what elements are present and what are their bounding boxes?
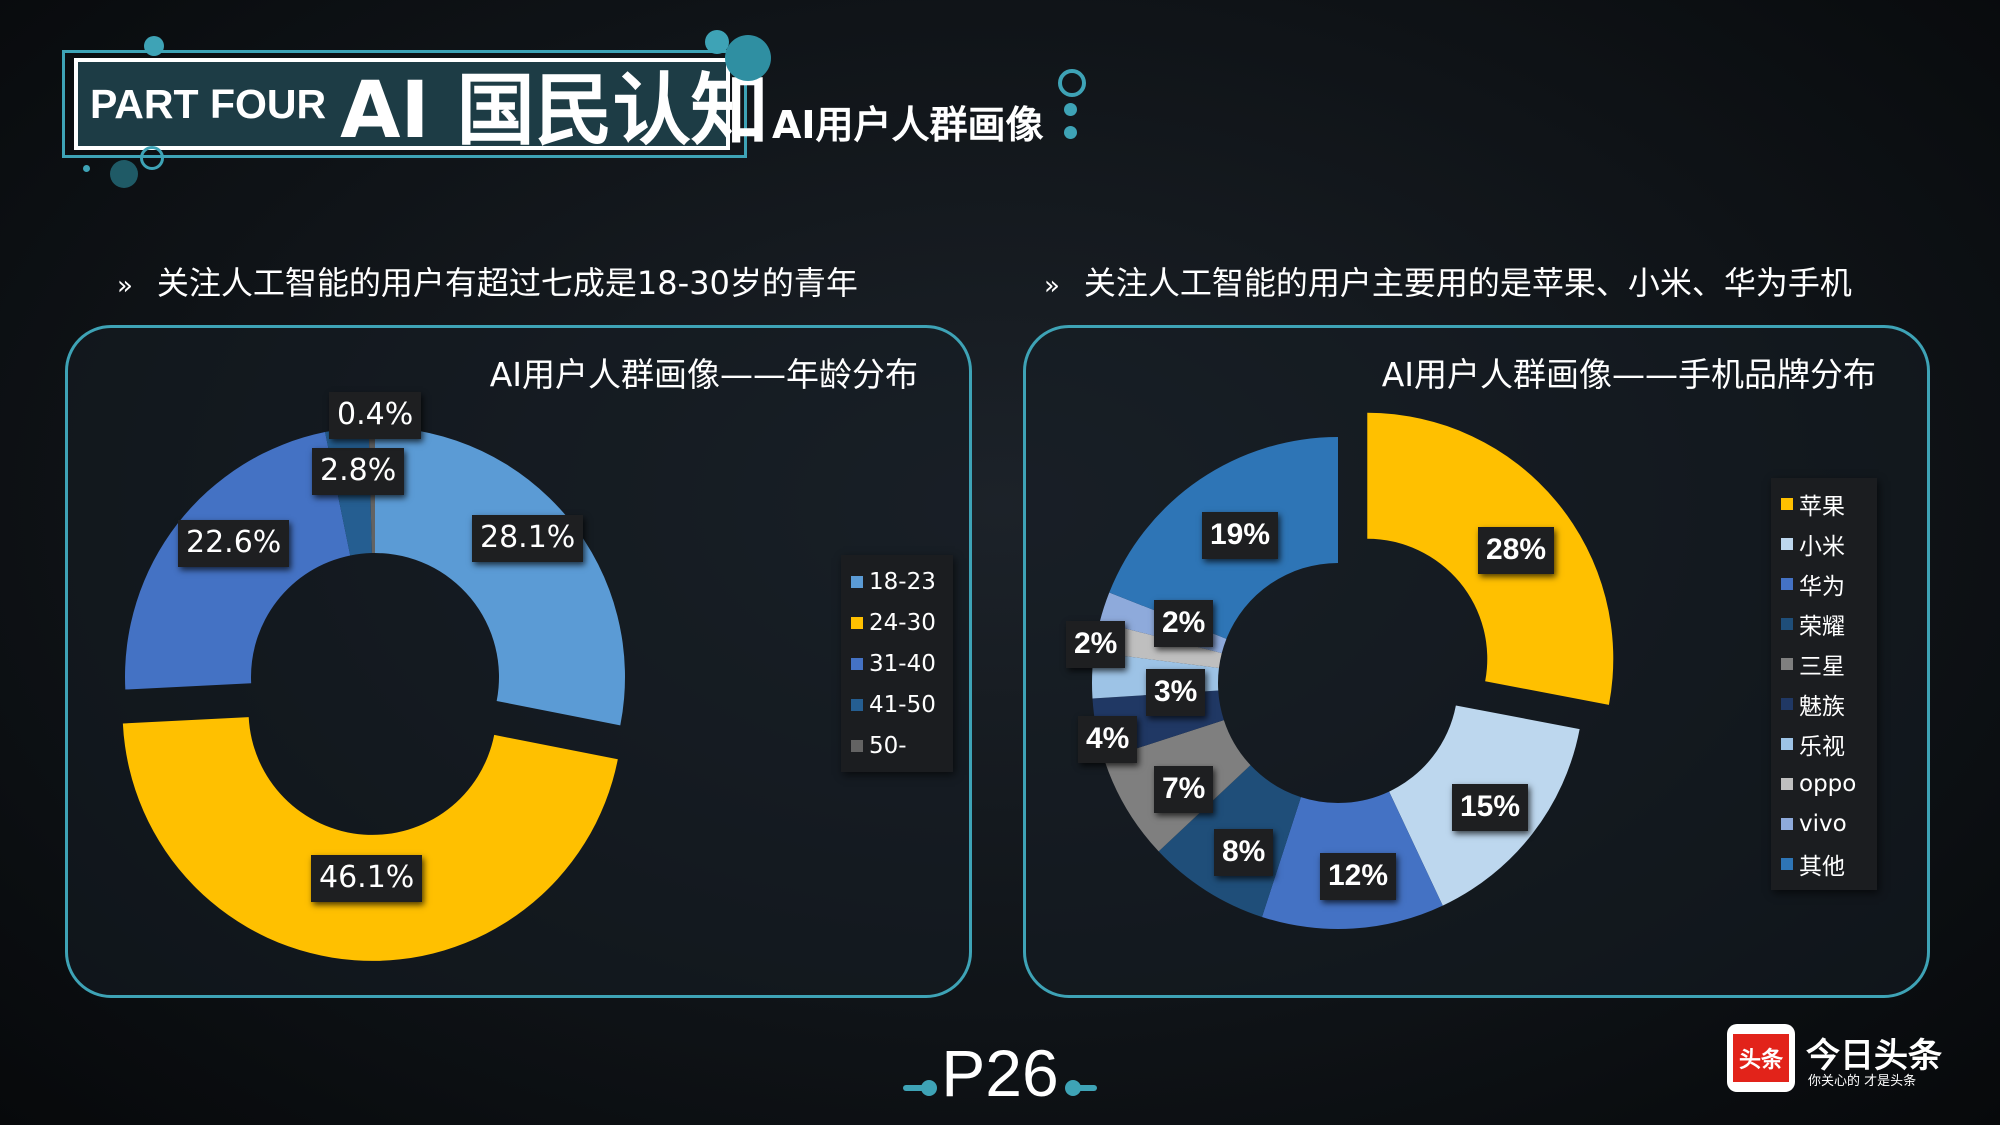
deco-dot (725, 35, 771, 81)
deco-dot (1058, 69, 1086, 97)
legend-swatch (1781, 818, 1793, 830)
brand-data-label-apple: 28% (1478, 527, 1555, 574)
legend-label: 18-23 (869, 568, 936, 595)
legend-label: 41-50 (869, 691, 936, 718)
legend-label: 50- (869, 732, 907, 759)
brand-data-label-other: 19% (1202, 512, 1279, 559)
brand-data-label-letv: 3% (1146, 669, 1206, 716)
age-data-label-31-40: 22.6% (178, 520, 290, 567)
page-number-line-right (1073, 1085, 1097, 1091)
page-number-dot-left (921, 1080, 937, 1096)
legend-label: 24-30 (869, 609, 936, 636)
legend-item: vivo (1781, 804, 1867, 844)
deco-dot (83, 165, 90, 172)
age-chart-title: AI用户人群画像——年龄分布 (489, 355, 918, 394)
legend-item: 50- (851, 725, 943, 766)
legend-swatch (1781, 658, 1793, 670)
age-data-label-18-23: 28.1% (472, 515, 584, 562)
deco-dot (705, 30, 729, 54)
legend-swatch (1781, 578, 1793, 590)
legend-item: 24-30 (851, 602, 943, 643)
age-data-label-24-30: 46.1% (311, 855, 423, 902)
legend-label: 三星 (1799, 654, 1845, 680)
legend-swatch (851, 739, 863, 752)
logo-mark: 头条 (1733, 1034, 1789, 1082)
brand-legend: 苹果 小米 华为 荣耀 三星 魅族 乐视 oppo vivo 其他 (1771, 478, 1877, 890)
legend-label: 苹果 (1799, 494, 1845, 520)
age-legend: 18-23 24-30 31-40 41-50 50- (841, 555, 953, 772)
legend-label: vivo (1799, 811, 1847, 837)
legend-item: 小米 (1781, 524, 1867, 564)
toutiao-logo-icon: 头条 (1727, 1024, 1795, 1092)
brand-data-label-meizu: 4% (1078, 716, 1138, 763)
legend-item: 苹果 (1781, 484, 1867, 524)
brand-data-label-huawei: 12% (1320, 853, 1397, 900)
legend-item: 其他 (1781, 844, 1867, 884)
legend-label: 乐视 (1799, 734, 1845, 760)
legend-swatch (1781, 498, 1793, 510)
bullet-left-text: 关注人工智能的用户有超过七成是18-30岁的青年 (156, 264, 858, 302)
bullet-right-text: 关注人工智能的用户主要用的是苹果、小米、华为手机 (1083, 264, 1852, 302)
legend-item: 41-50 (851, 684, 943, 725)
legend-swatch (851, 616, 863, 629)
legend-item: 18-23 (851, 561, 943, 602)
legend-swatch (1781, 738, 1793, 750)
part-label: PART FOUR (90, 80, 327, 127)
legend-item: 31-40 (851, 643, 943, 684)
legend-label: 魅族 (1799, 694, 1845, 720)
deco-dot (140, 146, 164, 170)
legend-label: 华为 (1799, 574, 1845, 600)
bullet-left: » 关注人工智能的用户有超过七成是18-30岁的青年 (117, 258, 858, 304)
legend-label: 其他 (1799, 854, 1845, 880)
bullet-marker: » (117, 271, 133, 301)
header-plate (74, 58, 730, 150)
age-slice-1 (122, 717, 618, 961)
legend-swatch (851, 698, 863, 711)
page-number: P26 (941, 1036, 1059, 1110)
age-data-label-41-50: 2.8% (312, 448, 405, 495)
logo-name: 今日头条 (1806, 1036, 1942, 1076)
deco-dot (110, 160, 138, 188)
bullet-marker: » (1044, 271, 1060, 301)
brand-data-label-honor: 8% (1214, 829, 1274, 876)
legend-swatch (1781, 538, 1793, 550)
legend-label: 荣耀 (1799, 614, 1845, 640)
legend-item: oppo (1781, 764, 1867, 804)
brand-chart-title: AI用户人群画像——手机品牌分布 (1381, 355, 1876, 394)
legend-item: 三星 (1781, 644, 1867, 684)
deco-dot (1064, 103, 1077, 116)
brand-data-label-samsung: 7% (1154, 766, 1214, 813)
logo-slogan: 你关心的 才是头条 (1808, 1074, 1917, 1089)
legend-swatch (851, 657, 863, 670)
deco-dot (144, 36, 164, 56)
legend-item: 魅族 (1781, 684, 1867, 724)
legend-item: 华为 (1781, 564, 1867, 604)
legend-swatch (1781, 698, 1793, 710)
bullet-right: » 关注人工智能的用户主要用的是苹果、小米、华为手机 (1044, 258, 1852, 304)
legend-item: 乐视 (1781, 724, 1867, 764)
brand-data-label-xiaomi: 15% (1452, 784, 1529, 831)
legend-label: oppo (1799, 771, 1857, 797)
legend-swatch (851, 575, 863, 588)
section-header: PART FOUR AI 国民认知 (74, 58, 769, 156)
section-title: AI 国民认知 (340, 66, 769, 156)
deco-dot (1064, 126, 1077, 139)
age-data-label-50: 0.4% (329, 392, 422, 439)
page-number-line-left (903, 1085, 931, 1091)
legend-label: 小米 (1799, 534, 1845, 560)
legend-swatch (1781, 778, 1793, 790)
age-slice-0 (375, 427, 626, 726)
page-subtitle: AI用户人群画像 (772, 103, 1044, 147)
header-frame (62, 50, 747, 158)
legend-swatch (1781, 858, 1793, 870)
legend-item: 荣耀 (1781, 604, 1867, 644)
legend-swatch (1781, 618, 1793, 630)
brand-data-label-vivo: 2% (1154, 600, 1214, 647)
legend-label: 31-40 (869, 650, 936, 677)
brand-data-label-oppo: 2% (1066, 621, 1126, 668)
